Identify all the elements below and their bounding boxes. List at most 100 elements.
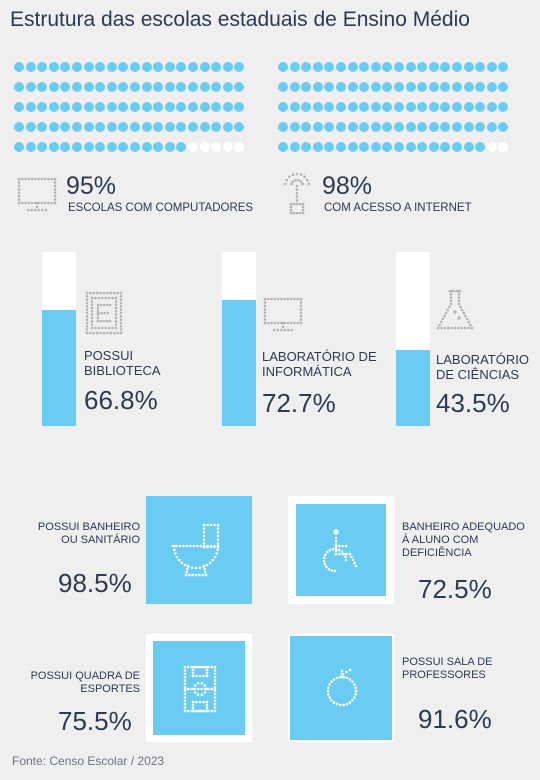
science-lab-value: 43.5%: [436, 388, 510, 418]
percent-dot: [382, 62, 393, 72]
percent-dot: [289, 102, 300, 112]
percent-dot: [222, 142, 233, 152]
percent-dot: [463, 122, 474, 132]
percent-dot: [153, 102, 164, 112]
percent-dot: [452, 122, 462, 132]
percent-dot: [37, 62, 48, 72]
percent-dot: [164, 102, 175, 112]
percent-dot: [405, 122, 416, 132]
percent-dot: [118, 142, 129, 152]
percent-dot: [25, 142, 36, 152]
percent-dot: [141, 82, 152, 92]
library-bar: [42, 252, 76, 426]
sports-court-value: 75.5%: [58, 706, 132, 736]
percent-dot: [164, 142, 175, 152]
bathroom-tile: [146, 496, 252, 604]
percent-dot: [440, 122, 451, 132]
percent-dot: [336, 142, 346, 152]
accessible-bathroom-value: 72.5%: [418, 574, 492, 604]
percent-dot: [25, 62, 36, 72]
percent-dot: [141, 142, 152, 152]
percent-dot: [428, 122, 439, 132]
percent-dot: [141, 122, 152, 132]
computer-lab-bar: [222, 252, 256, 426]
percent-dot: [475, 82, 486, 92]
sports-court-tile: [146, 634, 252, 742]
percent-dot: [475, 102, 486, 112]
percent-dot: [25, 102, 36, 112]
percent-dot: [347, 122, 358, 132]
percent-dot: [60, 62, 71, 72]
percent-dot: [382, 82, 393, 92]
accessible-bathroom-tile: [288, 496, 394, 604]
library-bar-fill: [42, 309, 76, 426]
percent-dot: [440, 142, 451, 152]
percent-dot: [176, 122, 187, 132]
library-value: 66.8%: [84, 385, 158, 415]
percent-dot: [164, 82, 175, 92]
percent-dot: [452, 142, 462, 152]
computers-percent: 95%: [66, 172, 117, 200]
page-title: Estrutura das escolas estaduais de Ensin…: [10, 8, 470, 31]
percent-dot: [486, 62, 497, 72]
percent-dot: [106, 142, 117, 152]
percent-dot: [95, 82, 106, 92]
percent-dot: [324, 102, 335, 112]
percent-dot: [95, 62, 106, 72]
sports-court-icon: [183, 665, 217, 713]
percent-dot: [278, 102, 288, 112]
percent-dot: [118, 122, 129, 132]
percent-dot: [37, 102, 48, 112]
percent-dot: [72, 122, 82, 132]
percent-dot: [312, 122, 323, 132]
percent-dot: [405, 142, 416, 152]
computer-lab-label: LABORATÓRIO DE INFORMÁTICA: [262, 349, 377, 379]
percent-dot: [234, 122, 245, 132]
percent-dot: [336, 82, 346, 92]
percent-dot: [394, 82, 404, 92]
percent-dot: [188, 122, 198, 132]
percent-dot: [428, 62, 439, 72]
percent-dot: [382, 122, 393, 132]
bathroom-value: 98.5%: [58, 568, 132, 598]
wheelchair-icon: [322, 529, 358, 573]
percent-dot: [153, 122, 164, 132]
percent-dot: [394, 62, 404, 72]
percent-dot: [72, 102, 82, 112]
teachers-room-tile-fill: [290, 636, 392, 740]
percent-dot: [347, 102, 358, 112]
percent-dot: [176, 102, 187, 112]
percent-dot: [370, 102, 381, 112]
percent-dot: [301, 142, 312, 152]
percent-dot: [211, 142, 222, 152]
percent-dot: [382, 102, 393, 112]
percent-dot: [417, 122, 428, 132]
percent-dot: [48, 62, 59, 72]
percent-dot: [486, 82, 497, 92]
percent-dot: [83, 82, 94, 92]
computers-dot-grid: [14, 62, 254, 154]
percent-dot: [199, 122, 210, 132]
percent-dot: [394, 102, 404, 112]
percent-dot: [176, 62, 187, 72]
flask-icon: [436, 289, 474, 330]
percent-dot: [475, 142, 486, 152]
computer-lab-value: 72.7%: [262, 388, 336, 418]
percent-dot: [25, 82, 36, 92]
percent-dot: [83, 102, 94, 112]
percent-dot: [188, 82, 198, 92]
percent-dot: [222, 62, 233, 72]
percent-dot: [60, 82, 71, 92]
percent-dot: [106, 122, 117, 132]
bathroom-tile-fill: [146, 496, 252, 604]
percent-dot: [176, 82, 187, 92]
percent-dot: [14, 102, 24, 112]
percent-dot: [498, 62, 509, 72]
percent-dot: [188, 142, 198, 152]
percent-dot: [130, 122, 140, 132]
percent-dot: [211, 82, 222, 92]
percent-dot: [359, 82, 370, 92]
percent-dot: [498, 142, 509, 152]
percent-dot: [347, 82, 358, 92]
percent-dot: [37, 122, 48, 132]
